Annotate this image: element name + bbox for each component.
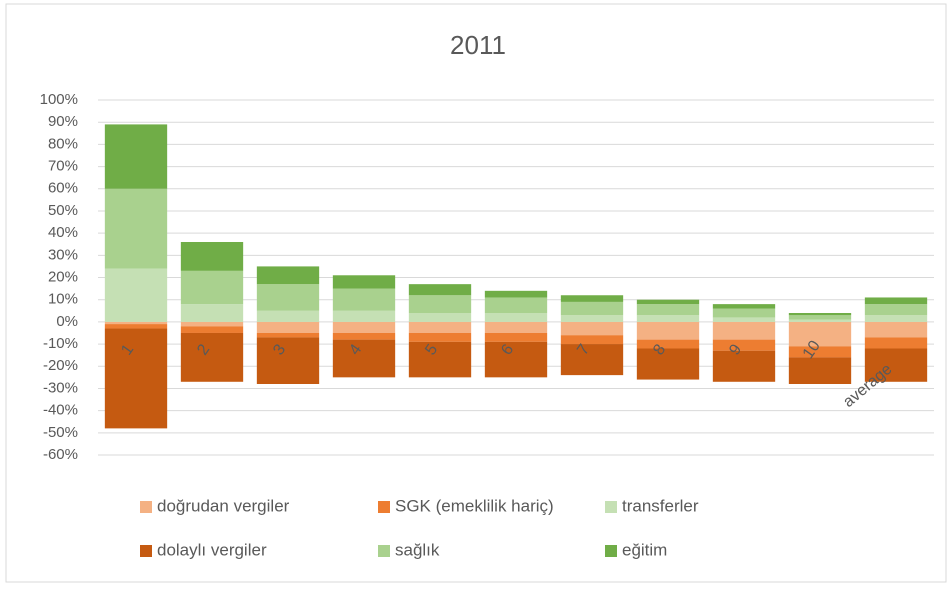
bar-segment [256, 332, 320, 338]
chart-title: 2011 [450, 30, 506, 60]
bar-segment [408, 284, 472, 296]
legend-swatch [140, 501, 152, 513]
bar-segment [104, 328, 168, 429]
bar-segment [256, 337, 320, 384]
bar-segment [104, 124, 168, 189]
bar-segment [180, 242, 244, 271]
y-tick-label: 40% [48, 224, 78, 241]
bar-segment [788, 321, 852, 347]
bar-segment [256, 321, 320, 333]
bar-segment [560, 295, 624, 302]
bar-segment [408, 295, 472, 313]
y-tick-label: 80% [48, 135, 78, 152]
bar-segment [712, 339, 776, 351]
bar-segment [864, 321, 928, 338]
legend-label: transferler [622, 496, 699, 515]
bar-segment [636, 299, 700, 305]
bar-segment [332, 275, 396, 289]
bar-segment [484, 332, 548, 342]
bar-segment [484, 290, 548, 298]
bar-segment [560, 321, 624, 336]
legend-swatch [605, 501, 617, 513]
y-tick-label: 100% [40, 91, 78, 108]
y-tick-label: 50% [48, 202, 78, 219]
bar-segment [712, 304, 776, 309]
bar-segment [712, 350, 776, 382]
bar-segment [788, 346, 852, 358]
y-tick-label: 70% [48, 158, 78, 175]
y-tick-label: 10% [48, 291, 78, 308]
bar-segment [104, 321, 168, 325]
bar-segment [712, 308, 776, 318]
y-tick-label: 60% [48, 180, 78, 197]
bar-segment [332, 332, 396, 340]
y-tick-label: 30% [48, 246, 78, 263]
y-tick-label: -50% [43, 424, 78, 441]
legend-swatch [378, 501, 390, 513]
bar-segment [636, 348, 700, 380]
bar-segment [180, 270, 244, 305]
bar-segment [180, 332, 244, 382]
bar-segment [788, 315, 852, 320]
legend-label: doğrudan vergiler [157, 496, 290, 515]
bar-segment [864, 304, 928, 316]
bar-segment [484, 341, 548, 378]
bar-segment [788, 319, 852, 322]
y-tick-label: -30% [43, 379, 78, 396]
legend-swatch [140, 545, 152, 557]
legend-swatch [378, 545, 390, 557]
bar-segment [484, 297, 548, 313]
bar-segment [560, 344, 624, 376]
bar-segment [636, 321, 700, 340]
bar-segment [484, 313, 548, 322]
y-tick-label: 20% [48, 268, 78, 285]
bar-segment [104, 324, 168, 329]
bar-segment [408, 321, 472, 333]
bar-segment [636, 339, 700, 349]
bar-segment [484, 321, 548, 333]
bar-segment [788, 357, 852, 384]
legend-swatch [605, 545, 617, 557]
y-tick-label: -10% [43, 335, 78, 352]
y-tick-label: -20% [43, 357, 78, 374]
y-tick-label: 90% [48, 113, 78, 130]
bar-segment [256, 266, 320, 285]
bar-segment [104, 188, 168, 269]
y-tick-label: -40% [43, 402, 78, 419]
bar-segment [408, 332, 472, 342]
legend-label: SGK (emeklilik hariç) [395, 496, 554, 515]
bar-segment [636, 304, 700, 316]
legend-label: sağlık [395, 540, 440, 559]
bar-segment [712, 317, 776, 322]
bar-segment [256, 310, 320, 322]
bar-segment [332, 339, 396, 378]
bar-segment [788, 313, 852, 316]
bar-segment [256, 284, 320, 311]
bar-segment [864, 297, 928, 305]
bar-segment [636, 315, 700, 322]
bar-segment [864, 348, 928, 382]
bar-segment [408, 313, 472, 322]
bar-segment [332, 288, 396, 311]
bar-segment [864, 337, 928, 349]
bar-segment [408, 341, 472, 378]
bar-segment [104, 268, 168, 322]
legend-label: dolaylı vergiler [157, 540, 267, 559]
y-tick-label: 0% [56, 313, 78, 330]
bar-segment [332, 321, 396, 333]
bar-segment [180, 326, 244, 333]
bar-segment [712, 321, 776, 340]
bar-segment [332, 310, 396, 322]
bar-segment [864, 315, 928, 322]
y-tick-label: -60% [43, 446, 78, 463]
bar-segment [560, 301, 624, 316]
bar-segment [180, 304, 244, 322]
legend-label: eğitim [622, 540, 667, 559]
bar-segment [560, 335, 624, 345]
bar-segment [180, 321, 244, 327]
bar-segment [560, 315, 624, 322]
